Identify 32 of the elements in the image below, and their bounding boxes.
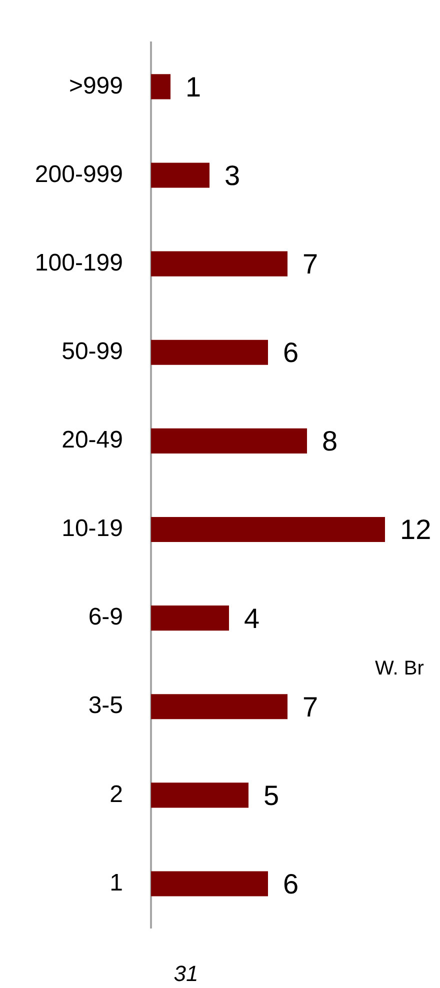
- data-label: 5: [264, 780, 280, 811]
- bar: [151, 606, 229, 631]
- data-label: 6: [283, 337, 299, 368]
- data-label: 4: [244, 602, 260, 634]
- bar: [151, 694, 288, 720]
- data-label: 6: [283, 868, 299, 900]
- bar: [151, 428, 307, 454]
- data-label: 7: [302, 691, 318, 722]
- bar: [151, 782, 248, 808]
- bar: [151, 74, 170, 100]
- y-tick-label: >999: [68, 72, 123, 100]
- bar: [151, 871, 268, 896]
- annotation: W. Br: [375, 658, 424, 680]
- y-tick-label: 6-9: [88, 604, 123, 631]
- y-tick-label: 1: [110, 869, 123, 896]
- data-label: 1: [186, 71, 202, 102]
- bar: [151, 340, 268, 365]
- y-tick-label: 200-999: [34, 160, 123, 188]
- y-tick-label: 50-99: [62, 338, 123, 365]
- text: 31: [174, 961, 198, 986]
- bar: [151, 162, 210, 188]
- y-tick-label: 3-5: [88, 692, 123, 720]
- data-label: 3: [224, 160, 240, 191]
- data-label: 7: [302, 248, 318, 280]
- y-tick-label: 2: [110, 780, 123, 808]
- data-label: 8: [322, 426, 338, 457]
- bar: [151, 251, 288, 276]
- y-tick-label: 20-49: [62, 426, 123, 454]
- y-tick-label: 100-199: [34, 249, 123, 276]
- data-label: 12: [400, 514, 432, 546]
- y-tick-label: 10-19: [62, 515, 123, 542]
- bar: [151, 516, 385, 542]
